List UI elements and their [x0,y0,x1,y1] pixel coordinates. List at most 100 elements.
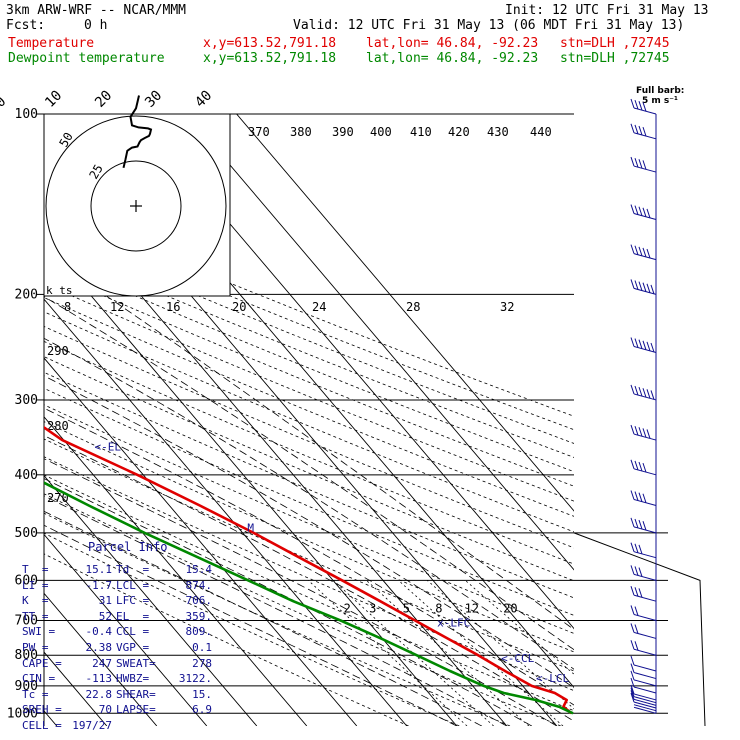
mixing-ratio-label: 20 [503,602,517,616]
moist-adiabat-line [103,294,574,631]
pressure-label: 500 [15,526,38,541]
wind-barb-flag [630,244,635,254]
pressure-label: 400 [15,468,38,483]
wind-barb-shaft [633,704,657,712]
isotherm-line [186,114,574,571]
pressure-label: 900 [15,679,38,694]
init-time: Init: 12 UTC Fri 31 May 13 [505,3,709,18]
dry-adiabat-line [44,387,574,616]
dry-adiabat-line [44,325,574,549]
parcel-info-v2: 6.9 [192,703,212,717]
right-temp-label: 40 [192,88,215,111]
model-title: 3km ARW-WRF -- NCAR/MMM [6,3,187,18]
moist-adiabat-line [44,435,574,722]
right-temp-label: 0 [0,94,9,111]
wind-barb-flag [634,385,639,396]
parcel-info-row: PW = 2.38 VGP = 0.1 [22,640,212,656]
isobars [36,113,706,727]
parcel-marker-lcl: <-LCL [536,672,569,685]
wind-barb-flag [630,279,635,289]
theta-e-label: 420 [448,125,470,139]
wind-barb-flag [630,542,635,552]
wind-barb-flag [634,641,639,651]
wind-barb-flag [642,282,647,292]
right-temp-label: 10 [42,88,65,111]
pressure-label: 1000 [7,706,38,721]
wind-barb-flag [638,339,643,349]
wind-barb-shaft [633,686,657,694]
parcel-info-k1: SREH = [22,703,62,717]
wind-barb-flag [638,206,643,216]
wind-barb-shaft [633,613,657,621]
parcel-info-k1: LI = [22,578,49,592]
parcel-info-v2: 874. [185,578,213,592]
wind-barbs [630,98,657,714]
wind-barb [630,640,657,656]
parcel-info-row: K = 31 LFC = 706. [22,593,212,609]
wind-barb-flag [646,429,651,439]
parcel-info-v1: 31 [98,594,112,608]
wind-barb-flag [634,491,639,501]
legend-dewpoint-name: Dewpoint temperature [8,51,165,66]
inset-temp-label: 32 [500,300,514,314]
parcel-info-row: CELL = 197/27 [22,718,212,734]
parcel-info-v1: 52 [98,609,112,623]
wind-barb [630,279,657,295]
parcel-info-v2: 3122. [178,672,212,686]
wind-barb-flag [630,424,635,435]
theta-e-label: 380 [290,125,312,139]
parcel-info-k1: CELL = [22,718,62,732]
dry-adiabat-line [44,474,574,712]
wind-barb-flag [638,159,643,169]
wind-barb-flag [634,518,639,529]
parcel-info-title: Parcel Info [88,540,168,554]
wind-barb-flag [650,342,655,353]
wind-barb [630,586,657,602]
theta-e-label: 390 [332,125,354,139]
wind-barb [630,692,657,709]
wind-barb [630,565,657,581]
wind-barb-shaft [633,698,657,706]
parcel-info-k2: SHEAR= [116,687,156,701]
parcel-info-v2: 15. [192,687,212,701]
theta-e-label: 430 [487,125,509,139]
inset-temp-label: 24 [312,300,326,314]
wind-barb-flag [646,283,651,293]
plot-right-edge [573,532,706,727]
dry-adiabat-line [44,297,574,517]
wind-barb-flag [634,543,639,553]
wind-barb-flag [634,158,639,168]
wind-barb-flag [634,280,639,290]
pressure-label: 700 [15,613,38,628]
parcel-info-row: LI = -1.7 LCL = 874. [22,578,212,594]
wind-barb-flag [630,605,635,615]
parcel-info-k1: CAPE = [22,656,62,670]
wind-barb-flag [642,493,647,503]
moist-adiabat-line [44,524,457,726]
wind-barb-flag [638,492,643,502]
wind-barb-flag [646,389,651,399]
moist-adiabat-line [44,478,532,726]
wind-barb-shaft [633,594,657,602]
wind-barb-flag [630,565,635,575]
parcel-info-k1: TT = [22,609,49,623]
mixing-ratio-label: 2 [344,602,351,616]
theta-e-label: 440 [530,125,552,139]
mixing-ratio-line [426,579,574,710]
wind-barb-flag [646,248,651,259]
parcel-info-k1: CIN = [22,672,56,686]
parcel-info-v2: 0.1 [192,640,212,654]
parcel-info-k2: VGP = [116,640,150,654]
legend-temperature-stn: stn=DLH ,72745 [560,36,670,51]
wind-barb-flag [634,124,639,135]
wind-barb-flag [638,101,643,111]
parcel-info-v1: 15.1 [85,563,113,576]
wind-barb-flag [642,126,647,137]
barb-legend-line2: 5 m s⁻¹ [642,96,678,106]
wind-barb-flag [642,160,647,170]
parcel-info-k2: SWEAT= [116,656,156,670]
valid-time: Valid: 12 UTC Fri 31 May 13 (06 MDT Fri … [293,18,685,33]
fcst-label: Fcst: [6,18,46,33]
dry-adiabat-line [44,217,574,431]
wind-barb-shaft [633,696,657,704]
